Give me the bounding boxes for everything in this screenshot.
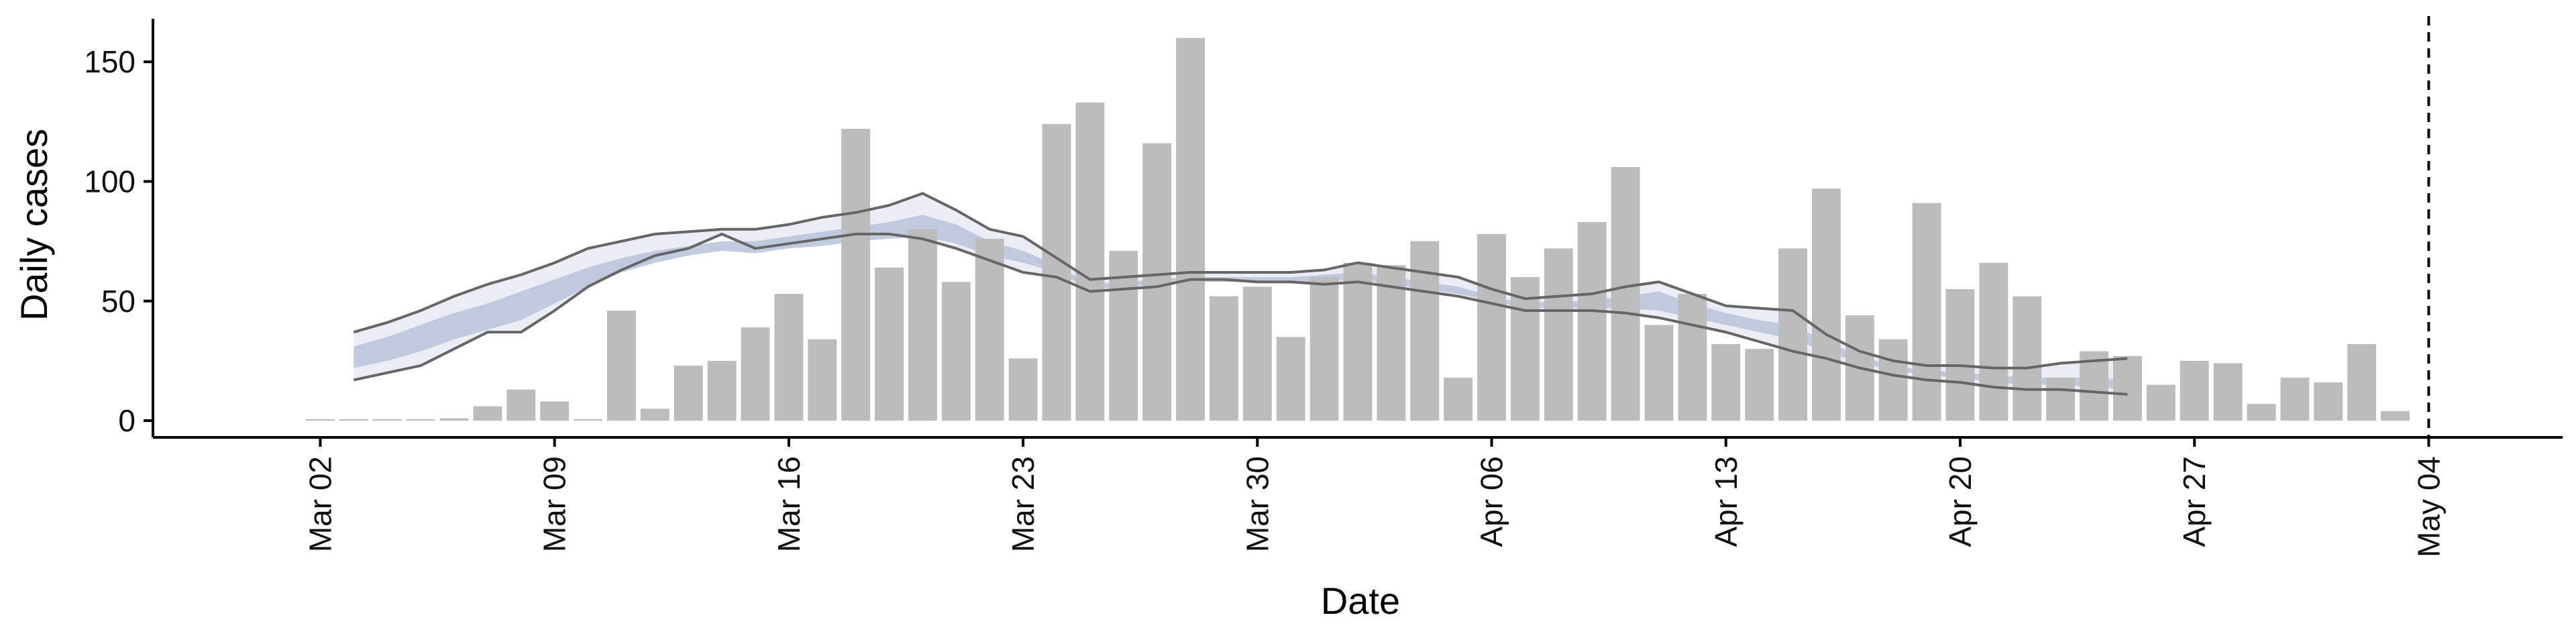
- x-tick-label: May 04: [2411, 456, 2446, 557]
- x-tick-label: Apr 06: [1474, 456, 1509, 547]
- x-tick-label: Mar 02: [303, 456, 337, 552]
- case-bar: [1176, 38, 1205, 421]
- case-bar: [2012, 296, 2042, 421]
- case-bar: [1377, 265, 1406, 421]
- y-tick-label: 0: [118, 403, 136, 438]
- case-bars: [305, 38, 2410, 421]
- case-bar: [2381, 411, 2410, 421]
- case-bar: [506, 389, 536, 421]
- case-bar: [1644, 325, 1674, 421]
- case-bar: [1611, 167, 1640, 421]
- case-bar: [339, 419, 368, 421]
- estimate-bound-lines: [353, 192, 2128, 396]
- x-tick-label: Mar 09: [537, 456, 572, 552]
- case-bar: [1242, 286, 1272, 421]
- case-bar: [941, 282, 971, 421]
- x-tick-label: Apr 20: [1943, 456, 1978, 547]
- case-bar: [2247, 404, 2276, 421]
- case-bar: [439, 418, 469, 421]
- case-bar: [674, 366, 703, 421]
- case-bar: [2213, 363, 2243, 421]
- case-bar: [1142, 143, 1172, 421]
- case-bar: [975, 239, 1004, 421]
- case-bar: [741, 327, 770, 421]
- case-bar: [1577, 222, 1607, 421]
- case-bar: [1075, 102, 1105, 421]
- case-bar: [406, 419, 435, 421]
- case-bar: [2280, 377, 2310, 421]
- case-bar: [372, 419, 402, 421]
- case-bar: [1410, 241, 1440, 421]
- case-bar: [1912, 203, 1941, 421]
- case-bar: [2314, 382, 2343, 421]
- y-axis-title: Daily cases: [13, 129, 55, 321]
- case-bar: [2146, 384, 2176, 421]
- case-bar: [1276, 337, 1305, 421]
- x-tick-label: Mar 30: [1240, 456, 1275, 552]
- case-bar: [1945, 288, 1975, 421]
- case-bar: [774, 294, 804, 421]
- case-bar: [606, 311, 636, 421]
- x-tick-label: Mar 16: [771, 456, 806, 552]
- case-bar: [707, 360, 737, 421]
- x-axis-title: Date: [1321, 580, 1400, 622]
- case-bar: [305, 419, 335, 421]
- case-bar: [640, 409, 669, 421]
- case-bar: [1711, 343, 1741, 421]
- case-bar: [1544, 248, 1573, 421]
- case-bar: [1209, 296, 1238, 421]
- case-bar: [1979, 262, 2008, 421]
- x-tick-label: Apr 13: [1709, 456, 1743, 547]
- case-bar: [1309, 277, 1339, 421]
- case-bar: [875, 267, 904, 421]
- x-tick-label: Apr 27: [2177, 456, 2212, 547]
- case-bar: [2046, 377, 2076, 421]
- case-bar: [908, 229, 937, 421]
- lower-bound-line: [353, 232, 2128, 396]
- x-tick-label: Mar 23: [1006, 456, 1040, 552]
- case-bar: [1477, 233, 1507, 421]
- case-bar: [1008, 358, 1038, 421]
- axes: 0 50 100 150 Mar 02 Mar 09 Mar 16 Mar 23 Mar 30 A…: [84, 19, 2563, 557]
- case-bar: [1745, 349, 1774, 421]
- case-bar: [1510, 277, 1540, 421]
- upper-bound-line: [353, 192, 2128, 370]
- y-tick-label: 50: [101, 284, 136, 319]
- case-bar: [808, 339, 837, 421]
- case-bar: [473, 406, 502, 421]
- case-bar: [1778, 248, 1808, 421]
- case-bar: [2112, 356, 2142, 421]
- case-bar: [1878, 339, 1908, 421]
- case-bar: [1811, 189, 1841, 421]
- y-tick-label: 150: [84, 44, 136, 79]
- case-bar: [1678, 294, 1707, 421]
- case-bar: [1444, 377, 1473, 421]
- case-bar: [540, 401, 570, 421]
- y-tick-label: 100: [84, 164, 136, 199]
- case-bar: [574, 419, 603, 421]
- case-bar: [1343, 262, 1373, 421]
- case-bar: [1042, 123, 1071, 421]
- case-bar: [2347, 343, 2377, 421]
- case-bar: [841, 129, 871, 421]
- case-bar: [2180, 360, 2209, 421]
